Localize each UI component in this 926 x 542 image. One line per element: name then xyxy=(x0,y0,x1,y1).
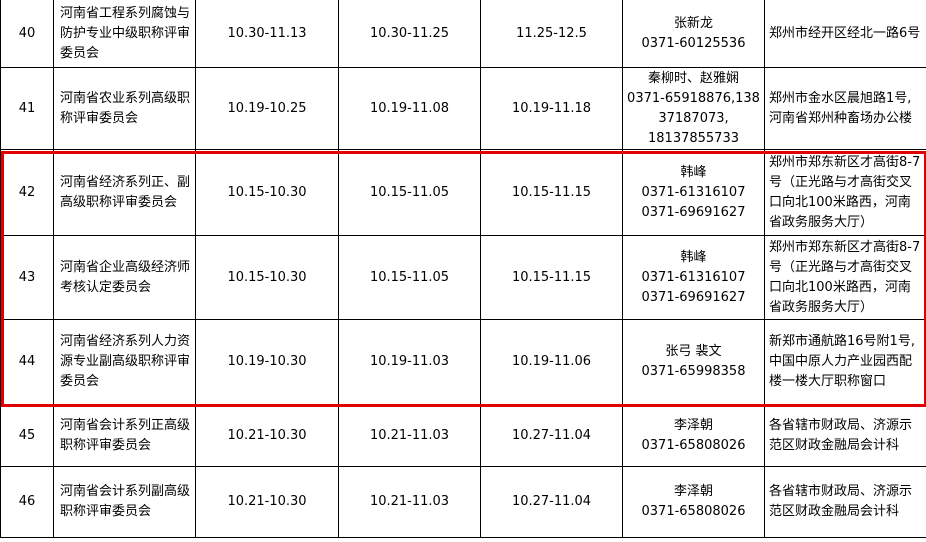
contact: 秦柳时、赵雅娴 0371-65918876,138 37187073, 1813785… xyxy=(622,67,765,150)
contact-line: 0371-69691627 xyxy=(641,289,746,305)
date-range-3: 10.27-11.04 xyxy=(480,466,623,538)
committee-name: 河南省企业高级经济师考核认定委员会 xyxy=(53,235,196,320)
committee-name: 河南省经济系列正、副高级职称评审委员会 xyxy=(53,149,196,236)
date-range-2: 10.19-11.03 xyxy=(338,319,481,405)
table-row: 43 河南省企业高级经济师考核认定委员会 10.15-10.30 10.15-11.0… xyxy=(0,235,926,320)
table-row: 44 河南省经济系列人力资源专业副高级职称评审委员会 10.19-10.30 10.1… xyxy=(0,319,926,405)
address: 各省辖市财政局、济源示范区财政金融局会计科 xyxy=(764,466,926,538)
contact-line: 18137855733 xyxy=(648,130,739,146)
date-range-1: 10.30-11.13 xyxy=(195,0,339,68)
contact-line: 李泽朝 xyxy=(673,484,713,499)
contact-line: 张弓 裴文 xyxy=(665,344,722,359)
committee-name: 河南省会计系列副高级职称评审委员会 xyxy=(53,466,196,538)
date-range-1: 10.21-10.30 xyxy=(195,404,339,467)
table-row: 41 河南省农业系列高级职称评审委员会 10.19-10.25 10.19-11.08… xyxy=(0,67,926,150)
date-range-3: 10.19-11.18 xyxy=(480,67,623,150)
table-row: 46 河南省会计系列副高级职称评审委员会 10.21-10.30 10.21-11.0… xyxy=(0,466,926,538)
contact-line: 0371-65808026 xyxy=(641,437,746,453)
row-number: 46 xyxy=(0,466,54,538)
table-row: 42 河南省经济系列正、副高级职称评审委员会 10.15-10.30 10.15-11… xyxy=(0,149,926,236)
date-range-3: 10.15-11.15 xyxy=(480,235,623,320)
date-range-2: 10.19-11.08 xyxy=(338,67,481,150)
date-range-3: 11.25-12.5 xyxy=(480,0,623,68)
contact-line: 0371-65998358 xyxy=(641,364,746,379)
contact-line: 0371-61316107 xyxy=(641,184,746,200)
row-number: 40 xyxy=(0,0,54,68)
contact-line: 0371-65918876,138 xyxy=(627,90,760,106)
address: 郑州市经开区经北一路6号 xyxy=(764,0,926,68)
address: 各省辖市财政局、济源示范区财政金融局会计科 xyxy=(764,404,926,467)
contact-line: 0371-65808026 xyxy=(641,504,746,519)
date-range-1: 10.19-10.25 xyxy=(195,67,339,150)
contact-line: 37187073, xyxy=(658,110,729,126)
date-range-2: 10.15-11.05 xyxy=(338,149,481,236)
date-range-2: 10.21-11.03 xyxy=(338,466,481,538)
row-number: 42 xyxy=(0,149,54,236)
contact: 张弓 裴文 0371-65998358 xyxy=(622,319,765,405)
date-range-1: 10.21-10.30 xyxy=(195,466,339,538)
address: 郑州市金水区晨旭路1号,河南省郑州种畜场办公楼 xyxy=(764,67,926,150)
address: 郑州市郑东新区才高街8-7号（正光路与才高街交叉口向北100米路西，河南省政务服… xyxy=(764,149,926,236)
contact-line: 0371-60125536 xyxy=(641,35,746,51)
contact: 李泽朝 0371-65808026 xyxy=(622,404,765,467)
contact-line: 李泽朝 xyxy=(673,417,713,433)
table-row: 45 河南省会计系列正高级职称评审委员会 10.21-10.30 10.21-11.0… xyxy=(0,404,926,467)
committee-name: 河南省经济系列人力资源专业副高级职称评审委员会 xyxy=(53,319,196,405)
address: 新郑市通航路16号附1号,中国中原人力产业园西配楼一楼大厅职称窗口 xyxy=(764,319,926,405)
contact-line: 0371-61316107 xyxy=(641,269,746,285)
row-number: 43 xyxy=(0,235,54,320)
date-range-1: 10.15-10.30 xyxy=(195,149,339,236)
address: 郑州市郑东新区才高街8-7号（正光路与才高街交叉口向北100米路西，河南省政务服… xyxy=(764,235,926,320)
date-range-3: 10.15-11.15 xyxy=(480,149,623,236)
committee-name: 河南省工程系列腐蚀与防护专业中级职称评审委员会 xyxy=(53,0,196,68)
contact: 韩峰 0371-61316107 0371-69691627 xyxy=(622,149,765,236)
date-range-2: 10.15-11.05 xyxy=(338,235,481,320)
date-range-2: 10.30-11.25 xyxy=(338,0,481,68)
date-range-1: 10.15-10.30 xyxy=(195,235,339,320)
contact: 李泽朝 0371-65808026 xyxy=(622,466,765,538)
date-range-3: 10.27-11.04 xyxy=(480,404,623,467)
contact-line: 秦柳时、赵雅娴 xyxy=(647,70,739,86)
row-number: 44 xyxy=(0,319,54,405)
contact-line: 张新龙 xyxy=(673,15,713,31)
committee-name: 河南省农业系列高级职称评审委员会 xyxy=(53,67,196,150)
contact: 张新龙 0371-60125536 xyxy=(622,0,765,68)
row-number: 45 xyxy=(0,404,54,467)
contact-line: 0371-69691627 xyxy=(641,204,746,220)
contact-line: 韩峰 xyxy=(680,164,707,180)
contact: 韩峰 0371-61316107 0371-69691627 xyxy=(622,235,765,320)
date-range-3: 10.19-11.06 xyxy=(480,319,623,405)
date-range-1: 10.19-10.30 xyxy=(195,319,339,405)
date-range-2: 10.21-11.03 xyxy=(338,404,481,467)
contact-line: 韩峰 xyxy=(680,249,707,265)
table-row: 40 河南省工程系列腐蚀与防护专业中级职称评审委员会 10.30-11.13 10.3… xyxy=(0,0,926,68)
row-number: 41 xyxy=(0,67,54,150)
committee-name: 河南省会计系列正高级职称评审委员会 xyxy=(53,404,196,467)
